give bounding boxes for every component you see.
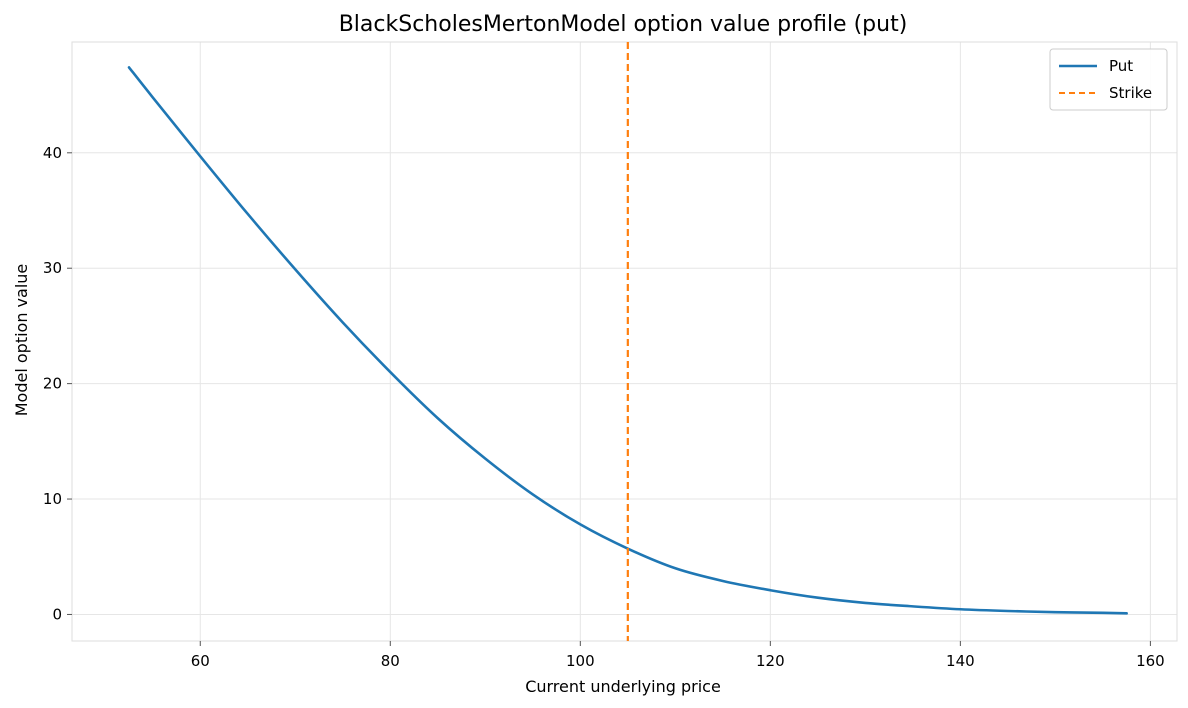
series-layer — [127, 42, 1128, 641]
y-axis-label: Model option value — [12, 264, 31, 417]
x-axis-label: Current underlying price — [525, 677, 721, 696]
grid-lines — [72, 42, 1177, 641]
x-tick-label: 100 — [566, 652, 595, 670]
chart-title: BlackScholesMertonModel option value pro… — [339, 12, 908, 37]
y-tick-label: 10 — [43, 490, 62, 508]
x-tick-label: 80 — [381, 652, 400, 670]
legend-put-label: Put — [1109, 57, 1133, 75]
y-axis-ticks: 0 10 20 30 40 — [43, 144, 72, 623]
legend-strike-label: Strike — [1109, 84, 1152, 102]
put-value-line — [127, 66, 1128, 615]
x-tick-label: 160 — [1136, 652, 1165, 670]
y-tick-label: 30 — [43, 259, 62, 277]
y-tick-label: 40 — [43, 144, 62, 162]
plot-area-frame — [71, 41, 1178, 642]
x-tick-label: 120 — [756, 652, 785, 670]
x-axis-ticks: 60 80 100 120 140 160 — [191, 641, 1165, 670]
y-tick-label: 0 — [52, 605, 62, 623]
y-tick-label: 20 — [43, 375, 62, 393]
x-tick-label: 60 — [191, 652, 210, 670]
legend-box — [1049, 48, 1168, 111]
legend: Put Strike — [1049, 48, 1168, 111]
x-tick-label: 140 — [946, 652, 975, 670]
